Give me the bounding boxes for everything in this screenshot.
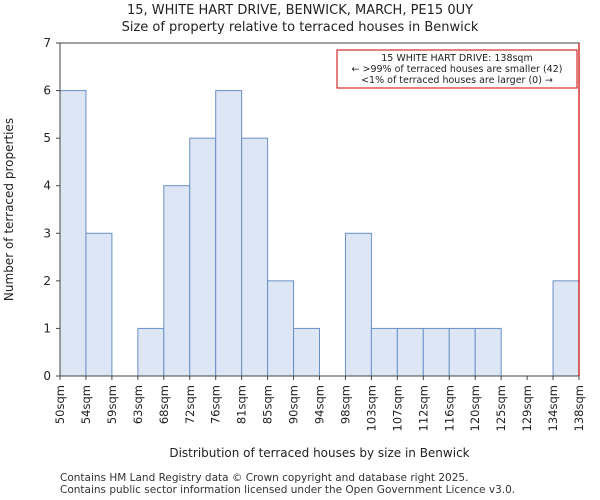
x-tick-label: 81sqm [235, 385, 249, 424]
x-tick-label: 90sqm [287, 385, 301, 424]
bars-group [59, 90, 580, 377]
y-axis-label: Number of terraced properties [2, 118, 16, 301]
bar-120sqm [474, 327, 502, 377]
x-tick-label: 59sqm [105, 385, 119, 424]
bar-54sqm [85, 232, 113, 377]
annotation-line-1: 15 WHITE HART DRIVE: 138sqm [381, 53, 532, 64]
bar-68sqm [163, 185, 191, 377]
y-tick-label: 3 [43, 226, 51, 240]
x-tick-label: 50sqm [53, 385, 67, 424]
annotation-line-3: <1% of terraced houses are larger (0) → [361, 75, 553, 86]
x-axis-label: Distribution of terraced houses by size … [169, 446, 469, 460]
bar-116sqm [448, 327, 476, 377]
bar-50sqm [59, 90, 87, 377]
footer-line-1: Contains HM Land Registry data © Crown c… [60, 472, 469, 484]
x-tick-label: 63sqm [131, 385, 145, 424]
y-tick-label: 6 [43, 84, 51, 98]
y-tick-label: 0 [43, 369, 51, 383]
bar-90sqm [293, 327, 320, 377]
y-tick-label: 1 [43, 321, 51, 335]
y-tick-label: 4 [43, 179, 51, 193]
x-axis-ticks: 50sqm 54sqm 59sqm 63sqm 68sqm 72sqm 76sqm 81sqm… [53, 376, 586, 431]
x-tick-label: 54sqm [79, 385, 93, 424]
bar-112sqm [422, 327, 450, 377]
bar-81sqm [241, 137, 269, 377]
chart-area: 0 1 2 3 4 5 6 7 50sqm 54sqm 59sqm 63sqm 68sqm 72sqm 7… [2, 36, 586, 460]
annotation-box [336, 49, 578, 89]
bar-98sqm [344, 232, 372, 377]
x-tick-label: 112sqm [416, 385, 430, 431]
x-tick-label: 120sqm [468, 385, 482, 431]
bar-85sqm [267, 280, 295, 377]
chart-title: 15, WHITE HART DRIVE, BENWICK, MARCH, PE… [126, 3, 474, 18]
chart-subtitle: Size of property relative to terraced ho… [121, 20, 479, 35]
y-tick-label: 5 [43, 131, 51, 145]
x-tick-label: 129sqm [520, 385, 534, 431]
x-tick-label: 94sqm [313, 385, 327, 424]
bar-72sqm [189, 137, 217, 377]
x-tick-label: 76sqm [209, 385, 223, 424]
x-tick-label: 116sqm [442, 385, 456, 431]
bar-76sqm [215, 90, 243, 377]
x-tick-label: 107sqm [390, 385, 404, 431]
footer-line-2: Contains public sector information licen… [60, 484, 516, 496]
y-tick-label: 7 [43, 36, 51, 50]
y-tick-label: 2 [43, 274, 51, 288]
x-tick-label: 134sqm [546, 385, 560, 431]
plot-frame [59, 42, 580, 377]
x-tick-label: 68sqm [157, 385, 171, 424]
annotation-line-2: ← >99% of terraced houses are smaller (4… [352, 64, 563, 75]
x-tick-label: 125sqm [494, 385, 508, 431]
bar-103sqm [370, 327, 398, 377]
x-tick-label: 138sqm [572, 385, 586, 431]
x-tick-label: 98sqm [338, 385, 352, 424]
x-tick-label: 72sqm [183, 385, 197, 424]
bar-107sqm [396, 327, 424, 377]
bar-63sqm [137, 327, 165, 377]
bar-134sqm [552, 280, 580, 377]
x-tick-label: 103sqm [364, 385, 378, 431]
y-axis-ticks: 0 1 2 3 4 5 6 7 [43, 36, 60, 383]
x-tick-label: 85sqm [261, 385, 275, 424]
